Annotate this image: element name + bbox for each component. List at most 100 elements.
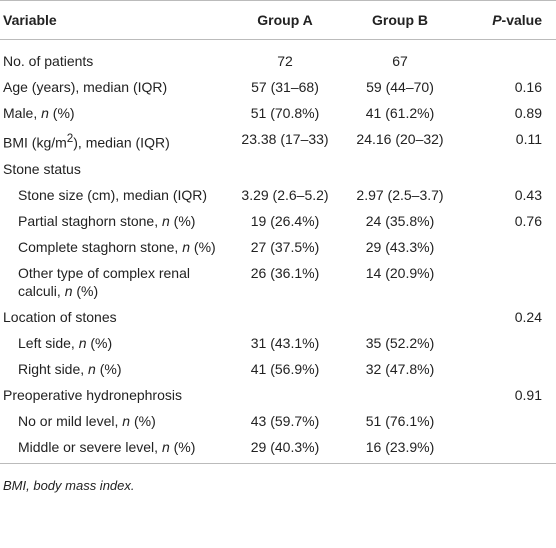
column-header: Variable xyxy=(0,0,230,40)
text: BMI, body mass index. xyxy=(3,477,135,493)
table-row: Preoperative hydronephrosis 0.91 xyxy=(0,382,556,408)
cell: 43 (59.7%) xyxy=(250,412,320,429)
text: (%) xyxy=(169,212,196,229)
cell: 31 (43.1%) xyxy=(250,334,320,351)
data-table: Variable Group A Group B P-value No. of pat… xyxy=(0,0,556,464)
cell: 24.16 (20–32) xyxy=(356,131,444,147)
cell: 67 xyxy=(392,53,408,69)
cell: 2.97 (2.5–3.7) xyxy=(356,186,444,203)
cell: 41 (56.9%) xyxy=(250,360,320,377)
row-label: Right side, n (%) xyxy=(0,356,230,382)
row-label: Other type of complex renal calculi, n (… xyxy=(0,260,230,304)
cell: 19 (26.4%) xyxy=(250,212,320,229)
italic-text: n xyxy=(41,105,49,121)
italic-text: n xyxy=(88,360,96,377)
table-header: Variable Group A Group B P-value xyxy=(0,0,556,40)
row-label: Age (years), median (IQR) xyxy=(0,74,230,100)
cell xyxy=(460,408,556,434)
cell: 23.38 (17–33) xyxy=(241,131,329,147)
table-row: Right side, n (%) 41 (56.9%) 32 (47.8%) xyxy=(0,356,556,382)
cell: 32 (47.8%) xyxy=(365,360,435,377)
cell xyxy=(230,304,340,330)
cell: 16 (23.9%) xyxy=(340,433,460,464)
table-row: No or mild level, n (%) 43 (59.7%) 51 (76.… xyxy=(0,408,556,434)
text: (%) xyxy=(190,238,216,255)
row-label: Middle or severe level, n (%) xyxy=(0,433,230,464)
table-row: Left side, n (%) 31 (43.1%) 35 (52.2%) xyxy=(0,330,556,356)
italic-text: n xyxy=(122,412,131,429)
table-row: BMI (kg/m2), median (IQR) 23.38 (17–33) 24… xyxy=(0,126,556,156)
table-row: No. of patients 72 67 xyxy=(0,40,556,75)
cell: 0.11 xyxy=(515,131,542,147)
row-label: Left side, n (%) xyxy=(0,330,230,356)
cell: 29 (40.3%) xyxy=(230,433,340,464)
text: ), median (IQR) xyxy=(73,134,170,151)
text: Left side, xyxy=(18,334,79,351)
text: Group A xyxy=(257,12,313,28)
footnote: BMI, body mass index. xyxy=(0,464,556,493)
column-header: Group A xyxy=(230,0,340,40)
cell: 59 (44–70) xyxy=(366,79,434,95)
cell: 51 (70.8%) xyxy=(250,105,320,121)
cell xyxy=(340,304,460,330)
superscript: 2 xyxy=(66,132,74,145)
italic-text: n xyxy=(161,212,170,229)
text: Partial staghorn stone, xyxy=(18,212,162,229)
text: (%) xyxy=(48,105,75,121)
table-row: Stone status xyxy=(0,156,556,182)
table-row: Male, n (%) 51 (70.8%) 41 (61.2%) 0.89 xyxy=(0,100,556,126)
table-row: Location of stones 0.24 xyxy=(0,304,556,330)
italic-text: n xyxy=(64,282,73,299)
cell: 27 (37.5%) xyxy=(250,238,320,255)
table-row: Middle or severe level, n (%) 29 (40.3%) 1… xyxy=(0,433,556,464)
row-label: Complete staghorn stone, n (%) xyxy=(0,234,230,260)
text: (%) xyxy=(95,360,122,377)
cell xyxy=(340,382,460,408)
row-label: Male, n (%) xyxy=(0,100,230,126)
cell xyxy=(460,330,556,356)
column-header: P-value xyxy=(460,0,556,40)
text: Age (years), median (IQR) xyxy=(3,79,168,95)
row-label: Partial staghorn stone, n (%) xyxy=(0,208,230,234)
text: No or mild level, xyxy=(18,412,123,429)
cell: 26 (36.1%) xyxy=(250,264,320,281)
italic-text: n xyxy=(78,334,87,351)
cell xyxy=(460,234,556,260)
row-label: BMI (kg/m2), median (IQR) xyxy=(0,126,230,156)
cell: 72 xyxy=(277,53,293,69)
text: Male, xyxy=(3,105,42,121)
cell xyxy=(230,156,340,182)
text: (%) xyxy=(169,438,196,455)
cell: 0.16 xyxy=(514,79,542,95)
row-label: Location of stones xyxy=(0,304,230,330)
italic-text: n xyxy=(161,438,170,455)
cell xyxy=(460,40,556,75)
italic-text: n xyxy=(182,238,191,255)
text: Location of stones xyxy=(3,308,117,325)
row-label: Stone size (cm), median (IQR) xyxy=(0,182,230,208)
cell: 24 (35.8%) xyxy=(365,212,435,229)
cell: 51 (76.1%) xyxy=(365,412,435,429)
row-label: Preoperative hydronephrosis xyxy=(0,382,230,408)
cell xyxy=(230,382,340,408)
cell: 0.24 xyxy=(514,308,542,325)
text: Variable xyxy=(3,12,57,28)
text: Other type of complex renal calculi, xyxy=(18,264,190,299)
text: BMI (kg/m xyxy=(3,134,67,151)
document: Variable Group A Group B P-value No. of pat… xyxy=(0,0,556,493)
cell: 0.89 xyxy=(514,105,542,121)
cell xyxy=(460,356,556,382)
cell: 0.91 xyxy=(514,386,542,403)
header-row: Variable Group A Group B P-value xyxy=(0,0,556,40)
text: -value xyxy=(501,12,542,28)
cell: 3.29 (2.6–5.2) xyxy=(241,186,329,203)
text: (%) xyxy=(130,412,156,429)
table-body: No. of patients 72 67 Age (years), median (… xyxy=(0,40,556,464)
text: (%) xyxy=(86,334,113,351)
table-row: Other type of complex renal calculi, n (… xyxy=(0,260,556,304)
text: Right side, xyxy=(18,360,89,377)
text: (%) xyxy=(72,282,99,299)
row-label: Stone status xyxy=(0,156,230,182)
text: Middle or severe level, xyxy=(18,438,162,455)
cell: 35 (52.2%) xyxy=(365,334,435,351)
